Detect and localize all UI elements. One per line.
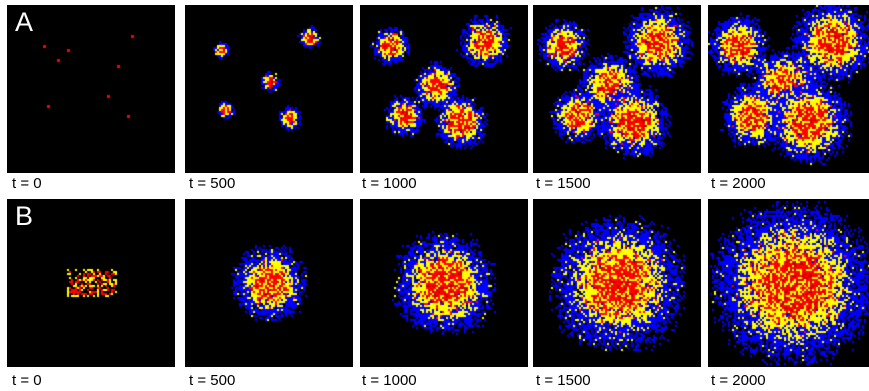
panel-b-t1000 [360,199,528,367]
simulation-image [185,5,353,173]
row-letter-b: B [15,201,34,231]
panel-a-t1500 [533,5,701,173]
simulation-image [185,199,353,367]
time-label: t = 1000 [362,372,417,389]
simulation-image [7,199,175,367]
row-letter-a: A [15,7,34,37]
panel-a-t1000 [360,5,528,173]
panel-b-t500 [185,199,353,367]
time-label: t = 1500 [536,175,591,192]
time-label: t = 500 [189,175,236,192]
time-label: t = 500 [189,372,236,389]
simulation-image [7,5,175,173]
time-label: t = 2000 [711,372,766,389]
time-label: t = 0 [12,175,42,192]
row-a: A t = 0 t = 500 t = 1000 t = 1500 t = 20… [0,5,869,195]
panel-a-t0: A [7,5,175,173]
time-label: t = 0 [12,372,42,389]
simulation-image [360,199,528,367]
simulation-image [360,5,528,173]
panel-b-t1500 [533,199,701,367]
simulation-image [708,199,869,367]
row-b: B t = 0 t = 500 t = 1000 t = 1500 t = 20… [0,199,869,391]
panel-b-t0: B [7,199,175,367]
time-label: t = 1000 [362,175,417,192]
panel-a-t2000 [708,5,869,173]
panel-b-t2000 [708,199,869,367]
simulation-image [533,5,701,173]
time-label: t = 2000 [711,175,766,192]
simulation-image [533,199,701,367]
time-label: t = 1500 [536,372,591,389]
simulation-image [708,5,869,173]
panel-a-t500 [185,5,353,173]
